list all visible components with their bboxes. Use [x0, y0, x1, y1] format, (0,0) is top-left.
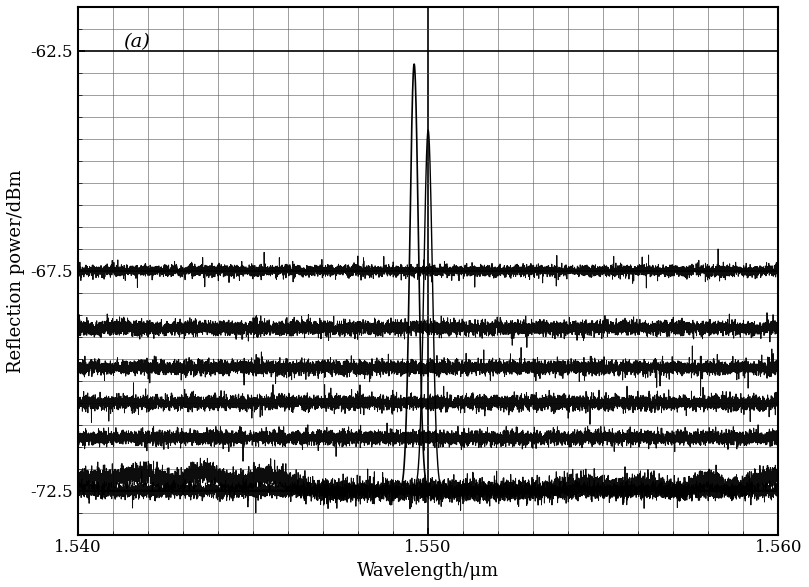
X-axis label: Wavelength/μm: Wavelength/μm [357, 562, 499, 580]
Y-axis label: Reflection power/dBm: Reflection power/dBm [7, 169, 25, 373]
Text: (a): (a) [124, 33, 150, 51]
